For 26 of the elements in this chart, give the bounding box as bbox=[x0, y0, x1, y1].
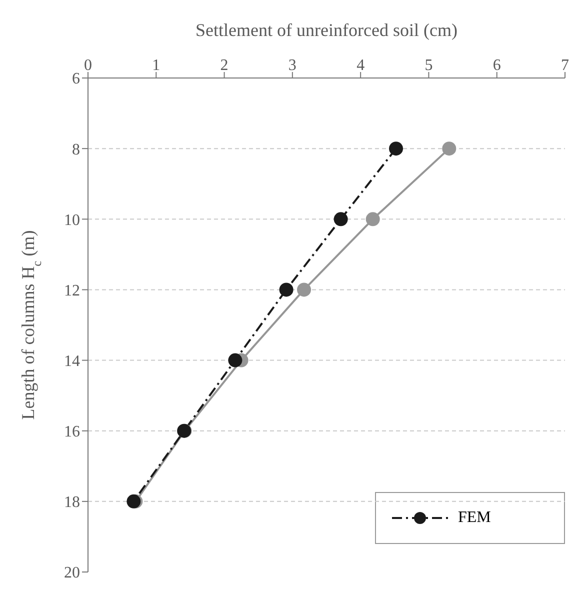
x-axis-title: Settlement of unreinforced soil (cm) bbox=[196, 20, 458, 40]
point bbox=[228, 353, 242, 368]
point bbox=[297, 282, 312, 297]
point bbox=[279, 282, 294, 297]
y-tick-label: 10 bbox=[64, 212, 80, 229]
point bbox=[366, 212, 380, 226]
y-tick-label: 20 bbox=[64, 564, 80, 582]
x-tick-label: 2 bbox=[220, 57, 228, 74]
x-tick-label: 4 bbox=[356, 57, 365, 74]
x-tick-label: 3 bbox=[288, 57, 296, 74]
point bbox=[389, 142, 404, 156]
legend-label: FEM bbox=[458, 509, 491, 527]
legend-box: FEM bbox=[375, 492, 565, 544]
y-tick-label: 18 bbox=[64, 494, 80, 512]
x-tick-label: 6 bbox=[492, 57, 501, 74]
y-tick-label: 12 bbox=[64, 282, 80, 300]
x-tick-label: 1 bbox=[152, 57, 160, 74]
point bbox=[442, 142, 456, 156]
y-tick-label: 6 bbox=[72, 70, 80, 88]
x-tick-label: 0 bbox=[84, 57, 92, 74]
x-tick-label: 5 bbox=[424, 57, 433, 74]
y-tick-label: 16 bbox=[64, 424, 80, 441]
point bbox=[334, 212, 348, 226]
y-tick-label: 8 bbox=[72, 141, 80, 158]
x-tick-label: 7 bbox=[561, 57, 569, 74]
y-tick-label: 14 bbox=[64, 352, 80, 370]
